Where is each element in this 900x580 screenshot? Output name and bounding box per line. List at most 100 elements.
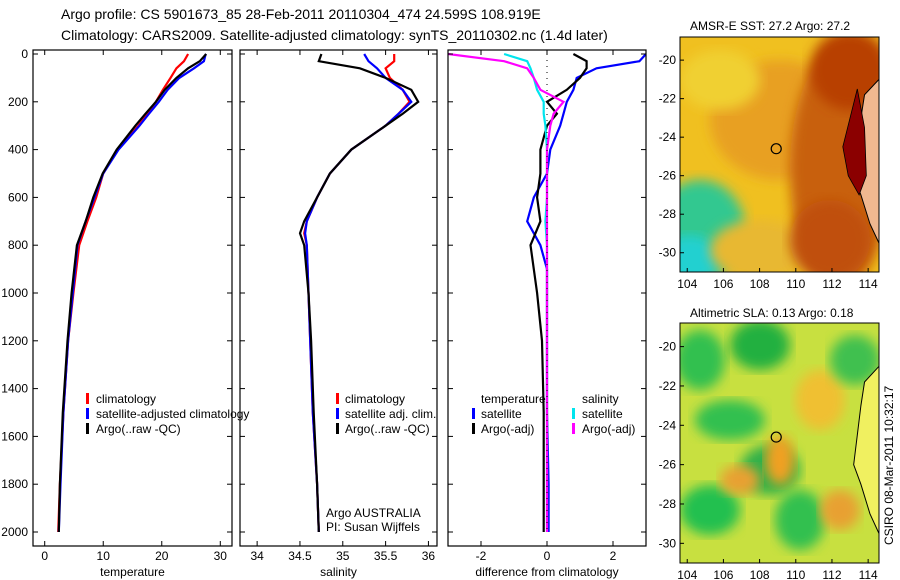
legend-label: satellite-adjusted climatology [96,407,249,421]
x-tick-label: 34 [250,549,264,563]
y-tick-label: 800 [8,238,28,252]
y-tick-label: 200 [8,95,28,109]
x-tick-label: 35.5 [374,549,398,563]
y-tick-label: 1800 [1,477,28,491]
x-axis-label: difference from climatology [475,565,618,579]
annotation-line: PI: Susan Wijffels [326,520,420,534]
x-tick-label: 112 [822,568,841,580]
map-field [680,323,879,563]
annotation-line: Argo AUSTRALIA [326,506,421,520]
legend-label: Argo(..raw -QC) [96,422,181,436]
map-blob [680,485,740,535]
title-line-2: Climatology: CARS2009. Satellite-adjuste… [61,27,608,43]
legend-swatch-satellite [86,408,89,419]
map-blob [680,50,760,110]
y-tick-label: 1000 [1,286,28,300]
map-blob [720,465,760,495]
argo-position-marker [770,431,782,443]
series-line-satellite [303,53,413,533]
series-line-temperature-argo [529,53,588,532]
y-tick-label: 1600 [1,429,28,443]
legend-label: Argo(-adj) [582,422,635,436]
y-tick-label: -24 [659,130,677,144]
y-tick-label: -22 [659,379,677,393]
y-tick-label: -22 [659,92,677,106]
map-blob [820,490,860,530]
map-blob [795,370,845,430]
x-tick-label: 10 [97,549,111,563]
series-line-climatology [303,54,411,533]
map-blob [810,37,879,110]
panel-difference: -2 0 2 difference from climatology [447,49,647,579]
sst-map-title: AMSR-E SST: 27.2 Argo: 27.2 [690,19,850,33]
x-axis-label: salinity [320,565,357,579]
legend-swatch [572,408,575,419]
map-blob [790,200,870,272]
coastline [853,323,879,563]
series-line-argo [298,53,420,533]
map-blob [765,435,795,485]
legend-swatch-argo [336,423,339,434]
legend-swatch-satellite [336,408,339,419]
x-tick-label: 35 [336,549,350,563]
map-blob [695,400,765,440]
map-sla_map: 104 106 108 110 112 114 -20 -22 -24 -26 -28 -30 [659,322,880,580]
x-tick-label: 112 [822,277,841,291]
y-tick-label: 1200 [1,334,28,348]
shelf-region [842,88,867,196]
x-tick-label: 108 [750,568,770,580]
legend-label: satellite [481,407,522,421]
y-tick-label: 400 [8,143,28,157]
map-blob [680,235,720,272]
x-tick-label: 36 [422,549,436,563]
y-tick-label: -24 [659,418,677,432]
series-line-salinity-argo [448,52,566,532]
y-tick-label: -28 [659,207,677,221]
legend-label: Argo(-adj) [481,422,534,436]
axes-frame [32,49,233,547]
x-tick-label: 104 [677,277,697,291]
y-tick-label: 2000 [1,525,28,539]
legend-label: climatology [96,392,156,406]
legend-swatch [572,423,575,434]
legend-title-temperature: temperature [481,392,546,406]
legend-swatch-argo [86,423,89,434]
salinity-legend: climatology satellite adj. clim. Argo(..… [326,392,436,534]
sla-map-title: Altimetric SLA: 0.13 Argo: 0.18 [690,306,854,320]
legend-label: climatology [345,392,405,406]
map-blob [680,330,725,390]
map-frame [679,322,880,564]
x-tick-label: 114 [859,277,878,291]
legend-label: satellite [582,407,623,421]
x-tick-label: 110 [786,568,805,580]
x-tick-label: 20 [155,549,169,563]
y-tick-label: 0 [21,47,28,61]
x-tick-label: 110 [786,277,805,291]
legend-swatch [472,423,475,434]
x-tick-label: -2 [476,549,487,563]
argo-position-marker [770,143,782,155]
map-sst_map: 104 106 108 110 112 114 -20 -22 -24 -26 -28 -30 [659,36,880,291]
map-blob [730,323,790,370]
legend-swatch-climatology [86,393,89,404]
panel-temperature: 0 10 20 30 temperature 0 200 400 600 800 1000 1200 1… [1,47,233,579]
side-label: CSIRO 08-Mar-2011 10:32:17 [882,385,896,545]
y-tick-label: 1400 [1,382,28,396]
y-tick-label: -26 [659,169,677,183]
x-tick-label: 106 [713,568,733,580]
legend-swatch-climatology [336,393,339,404]
y-tick-label: 600 [8,190,28,204]
map-field [680,37,879,272]
series-line-satellite [57,53,207,533]
legend-swatch [472,408,475,419]
y-tick-label: -20 [659,340,677,354]
panel-salinity: 34 34.5 35 35.5 36 salinity [239,49,438,579]
y-tick-label: -30 [659,246,677,260]
series-line-salinity-satellite [503,52,549,532]
coastline [853,37,879,272]
y-tick-label: -28 [659,497,677,511]
y-tick-label: -26 [659,458,677,472]
map-frame [679,36,880,273]
